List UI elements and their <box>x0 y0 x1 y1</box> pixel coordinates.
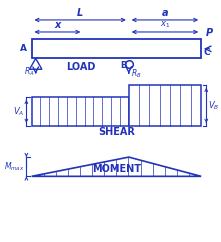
Bar <box>32 97 129 126</box>
Text: $R_A$: $R_A$ <box>24 65 35 78</box>
Text: B: B <box>120 61 127 70</box>
Text: $R_B$: $R_B$ <box>131 68 141 80</box>
Text: A: A <box>20 44 27 53</box>
Text: P: P <box>206 28 213 38</box>
Text: $V_B$: $V_B$ <box>208 99 220 112</box>
Text: MOMENT: MOMENT <box>92 164 141 174</box>
Bar <box>129 85 201 126</box>
Text: $x_1$: $x_1$ <box>160 20 170 30</box>
Text: L: L <box>77 8 83 17</box>
Text: $V_A$: $V_A$ <box>13 105 24 118</box>
Text: $M_{max}$: $M_{max}$ <box>4 160 24 173</box>
Text: LOAD: LOAD <box>67 62 96 72</box>
Text: C: C <box>203 48 210 57</box>
Text: x: x <box>54 20 61 30</box>
Bar <box>32 39 201 58</box>
Text: a: a <box>162 8 168 17</box>
Polygon shape <box>32 157 201 176</box>
Text: SHEAR: SHEAR <box>98 127 135 137</box>
Polygon shape <box>30 58 42 69</box>
